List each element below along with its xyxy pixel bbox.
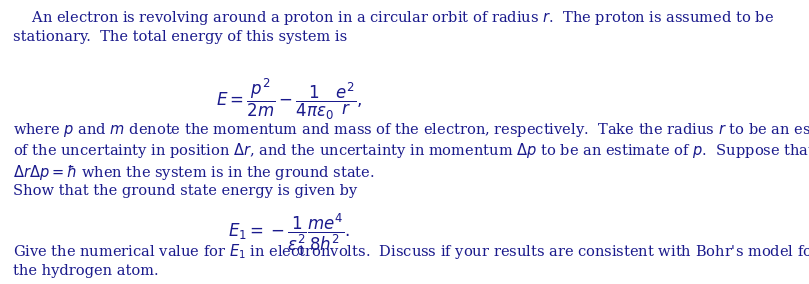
- Text: An electron is revolving around a proton in a circular orbit of radius $r$.  The: An electron is revolving around a proton…: [13, 9, 774, 44]
- Text: $E_1 = -\dfrac{1}{\epsilon_0^2}\dfrac{me^4}{8h^2}.$: $E_1 = -\dfrac{1}{\epsilon_0^2}\dfrac{me…: [228, 212, 349, 258]
- Text: $E = \dfrac{p^2}{2m} - \dfrac{1}{4\pi\epsilon_0}\dfrac{e^2}{r},$: $E = \dfrac{p^2}{2m} - \dfrac{1}{4\pi\ep…: [216, 76, 362, 122]
- Text: Give the numerical value for $E_1$ in electronvolts.  Discuss if your results ar: Give the numerical value for $E_1$ in el…: [13, 243, 809, 278]
- Text: where $p$ and $m$ denote the momentum and mass of the electron, respectively.  T: where $p$ and $m$ denote the momentum an…: [13, 121, 809, 199]
